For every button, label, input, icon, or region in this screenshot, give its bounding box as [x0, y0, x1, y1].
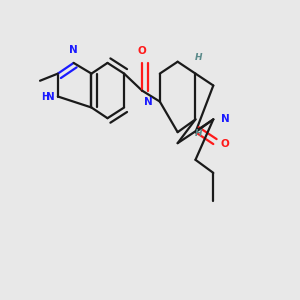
Text: O: O: [138, 46, 146, 56]
Text: H: H: [195, 129, 202, 138]
Text: N: N: [144, 97, 152, 106]
Text: N: N: [46, 92, 55, 101]
Text: O: O: [221, 139, 230, 149]
Text: N: N: [69, 46, 78, 56]
Text: H: H: [195, 53, 202, 62]
Text: H: H: [41, 92, 49, 101]
Text: N: N: [221, 114, 230, 124]
